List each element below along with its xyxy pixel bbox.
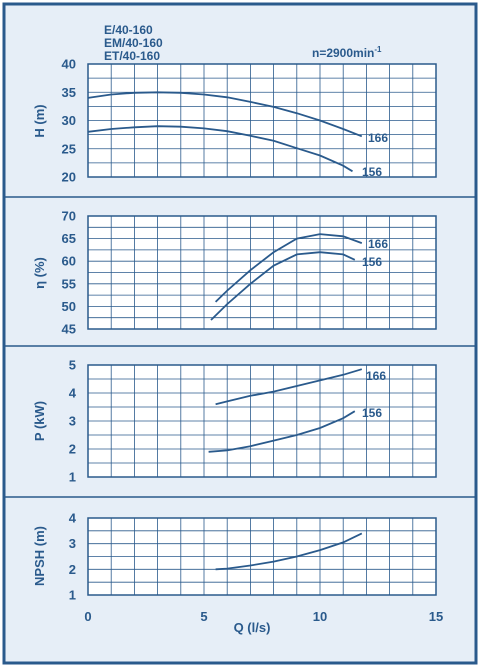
series-label-166: 166 — [368, 237, 388, 251]
series-label-156: 156 — [362, 255, 382, 269]
series-label-156: 156 — [362, 406, 382, 420]
y-tick-label: 65 — [62, 231, 76, 246]
x-tick-label: 10 — [313, 609, 327, 624]
y-axis-label: η (%) — [32, 257, 47, 289]
x-tick-label: 15 — [429, 609, 443, 624]
model-labels: E/40-160 EM/40-160 ET/40-160 — [104, 23, 163, 63]
y-tick-label: 20 — [62, 170, 76, 185]
y-tick-label: 1 — [69, 588, 76, 603]
series-label-166: 166 — [366, 369, 386, 383]
y-tick-label: 60 — [62, 254, 76, 269]
x-axis-label: Q (l/s) — [234, 620, 271, 635]
y-tick-label: 50 — [62, 299, 76, 314]
grid — [88, 64, 436, 177]
speed-label-base: n=2900min — [312, 46, 374, 60]
y-tick-label: 2 — [69, 442, 76, 457]
y-tick-label: 25 — [62, 141, 76, 156]
y-tick-label: 5 — [69, 358, 76, 373]
y-tick-label: 70 — [62, 209, 76, 224]
grid — [88, 216, 436, 329]
y-tick-label: 4 — [69, 511, 77, 526]
y-tick-label: 2 — [69, 562, 76, 577]
series-line-166 — [214, 233, 363, 303]
y-tick-label: 40 — [62, 57, 76, 72]
y-axis-label: H (m) — [32, 104, 47, 137]
speed-label: n=2900min-1 — [312, 45, 382, 60]
series-label-156: 156 — [362, 165, 382, 179]
y-tick-label: 35 — [62, 85, 76, 100]
y-tick-label: 3 — [69, 414, 76, 429]
panel-1: 20 25 30 35 40 H (m) 166 156 — [4, 57, 476, 198]
speed-label-exponent: -1 — [374, 45, 382, 54]
y-tick-label: 30 — [62, 113, 76, 128]
series-line-156 — [210, 251, 356, 321]
panel-3: 1 2 3 4 5 P (kW) 166 156 — [4, 358, 476, 498]
model-label-2: EM/40-160 — [104, 36, 163, 50]
panel-4: 1 2 3 4 NPSH (m) 0 5 10 15 Q (l/s) — [32, 511, 443, 636]
model-label-3: ET/40-160 — [104, 49, 160, 63]
y-axis-label: P (kW) — [32, 401, 47, 441]
series-line-npsh — [215, 532, 363, 571]
series-line-156 — [208, 410, 356, 453]
series-line-156 — [87, 125, 353, 173]
series-line-166 — [87, 91, 363, 138]
y-tick-label: 1 — [69, 470, 76, 485]
x-tick-label: 0 — [84, 609, 91, 624]
panel-2: 45 50 55 60 65 70 η (%) 166 156 — [4, 209, 476, 347]
series-line-166 — [215, 368, 363, 406]
y-tick-label: 45 — [62, 322, 76, 337]
series-label-166: 166 — [368, 131, 388, 145]
x-tick-label: 5 — [200, 609, 207, 624]
y-tick-label: 4 — [69, 386, 77, 401]
model-label-1: E/40-160 — [104, 23, 153, 37]
y-axis-label: NPSH (m) — [32, 526, 47, 586]
y-tick-label: 3 — [69, 536, 76, 551]
y-tick-label: 55 — [62, 276, 76, 291]
